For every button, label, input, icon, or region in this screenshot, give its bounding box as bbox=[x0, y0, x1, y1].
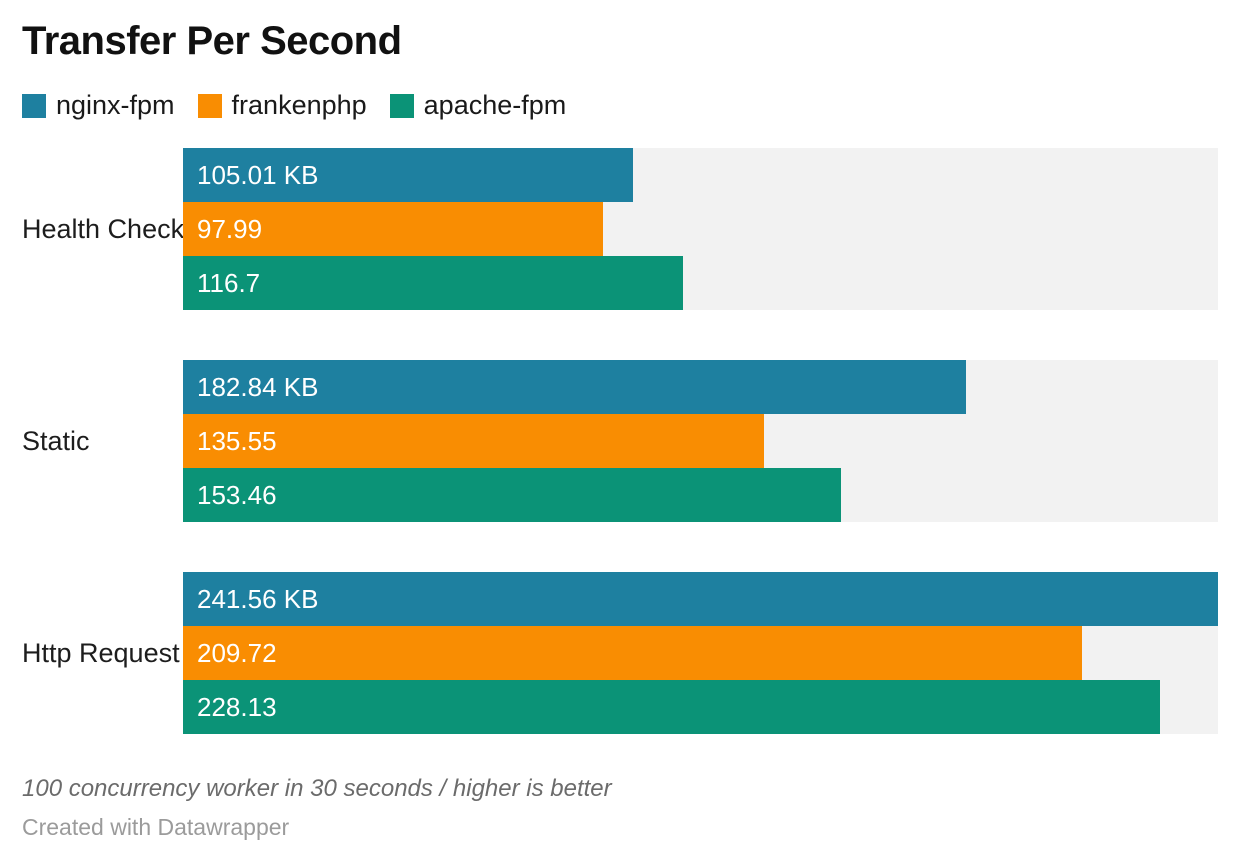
bar-track: 241.56 KB 209.72 228.13 bbox=[183, 572, 1218, 734]
bar-value-label: 228.13 bbox=[197, 691, 277, 722]
bar-group-http-request: Http Request 241.56 KB 209.72 228.13 bbox=[22, 572, 1218, 734]
bar-value-label: 97.99 bbox=[197, 213, 263, 244]
legend-item-nginx-fpm: nginx-fpm bbox=[22, 90, 175, 121]
category-label: Static bbox=[22, 425, 90, 456]
legend-item-apache-fpm: apache-fpm bbox=[389, 90, 567, 121]
chart-title: Transfer Per Second bbox=[22, 19, 402, 63]
bar-nginx-fpm: 241.56 KB bbox=[183, 572, 1218, 626]
bar-frankenphp: 97.99 bbox=[183, 202, 603, 256]
legend-item-frankenphp: frankenphp bbox=[197, 90, 367, 121]
bar-apache-fpm: 153.46 bbox=[183, 468, 841, 522]
bar-group-health-check: Health Check 105.01 KB 97.99 116.7 bbox=[22, 148, 1218, 310]
bar-nginx-fpm: 182.84 KB bbox=[183, 360, 967, 414]
category-label: Health Check bbox=[22, 213, 185, 244]
bar-chart: Health Check 105.01 KB 97.99 116.7 Static 182… bbox=[22, 148, 1218, 734]
legend-swatch-icon bbox=[389, 93, 414, 118]
bar-track: 182.84 KB 135.55 153.46 bbox=[183, 360, 1218, 522]
datawrapper-credit[interactable]: Created with Datawrapper bbox=[22, 814, 290, 840]
bar-value-label: 209.72 bbox=[197, 637, 277, 668]
bar-value-label: 105.01 KB bbox=[197, 159, 319, 190]
bar-group-static: Static 182.84 KB 135.55 153.46 bbox=[22, 360, 1218, 522]
bar-frankenphp: 135.55 bbox=[183, 414, 764, 468]
chart-note: 100 concurrency worker in 30 seconds / h… bbox=[22, 775, 612, 802]
bar-frankenphp: 209.72 bbox=[183, 626, 1082, 680]
legend-label: frankenphp bbox=[231, 90, 367, 120]
legend-label: apache-fpm bbox=[423, 90, 567, 120]
legend: nginx-fpm frankenphp apache-fpm bbox=[22, 90, 1218, 121]
bar-track: 105.01 KB 97.99 116.7 bbox=[183, 148, 1218, 310]
bar-value-label: 241.56 KB bbox=[197, 583, 319, 614]
bar-apache-fpm: 116.7 bbox=[183, 256, 684, 310]
bar-value-label: 182.84 KB bbox=[197, 371, 319, 402]
category-label: Http Request bbox=[22, 637, 180, 668]
legend-swatch-icon bbox=[22, 93, 46, 118]
bar-value-label: 116.7 bbox=[197, 267, 261, 298]
bar-apache-fpm: 228.13 bbox=[183, 680, 1161, 734]
bar-nginx-fpm: 105.01 KB bbox=[183, 148, 633, 202]
bar-value-label: 135.55 bbox=[197, 425, 277, 456]
legend-label: nginx-fpm bbox=[56, 90, 175, 120]
legend-swatch-icon bbox=[197, 93, 222, 118]
bar-value-label: 153.46 bbox=[197, 479, 277, 510]
